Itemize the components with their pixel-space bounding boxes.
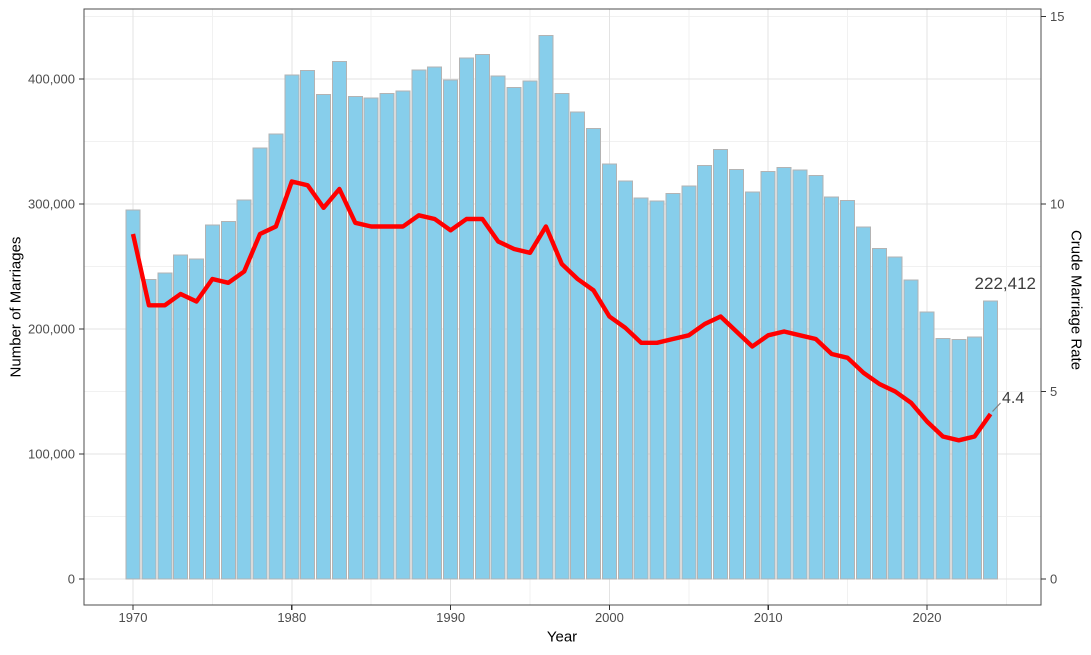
bar [395,90,411,580]
x-axis-tick-label: 1980 [277,610,306,625]
x-axis-tick-label: 1990 [436,610,465,625]
bar [538,34,554,580]
right-axis-tick-label: 10 [1050,197,1064,212]
x-axis-tick-label: 2020 [913,610,942,625]
annotation-marriages-2024: 222,412 [974,274,1036,293]
bar [951,338,967,580]
bar [855,226,871,580]
bar [808,174,824,580]
left-axis-tick-label: 400,000 [28,72,75,87]
bar [252,147,268,580]
bar [474,53,490,580]
bar [792,169,808,580]
x-axis-tick-label: 2010 [754,610,783,625]
x-axis-tick-label: 2000 [595,610,624,625]
bar [363,97,379,580]
bar [411,69,427,580]
bar [586,127,602,580]
bar [744,191,760,580]
bar [458,57,474,580]
left-axis-tick-label: 300,000 [28,197,75,212]
bar [220,221,236,580]
bar [300,70,316,580]
right-axis-tick-label: 5 [1050,384,1057,399]
bar [173,254,189,580]
bar [983,300,999,580]
bar [617,180,633,580]
bar [379,92,395,580]
bar [347,96,363,580]
left-axis-title: Number of Marriages [7,236,25,378]
bar [919,311,935,580]
rate-line [130,179,993,443]
bar [268,133,284,580]
bar [935,337,951,580]
annotation-rate-2024: 4.4 [1002,390,1025,407]
x-axis-title: Year [546,628,578,646]
bar [776,167,792,580]
bar [331,61,347,580]
bar [713,149,729,580]
bar [903,279,919,580]
bar [697,165,713,580]
x-axis-tick-label: 1970 [119,610,148,625]
left-axis-tick-label: 0 [68,572,75,587]
right-axis-tick-label: 0 [1050,572,1057,587]
annotation-leader-line [992,402,1001,412]
bar [824,196,840,580]
bar [633,197,649,580]
rate-line-series [130,179,993,443]
axis-ticks [79,15,1046,610]
bar [840,199,856,580]
bar [157,272,173,580]
bar [506,87,522,580]
bar [204,224,220,580]
bar [236,199,252,580]
bar [760,170,776,580]
left-axis-tick-label: 100,000 [28,447,75,462]
bar [443,79,459,580]
marriages-bar-series [125,34,999,580]
bar [601,163,617,580]
bar [490,75,506,580]
bar [284,74,300,580]
bar [316,94,332,580]
bar [125,209,141,580]
bar [189,258,205,580]
bar [681,185,697,580]
bar [887,256,903,580]
bar [728,168,744,580]
bar [141,279,157,580]
bar [871,247,887,580]
bar [967,336,983,580]
bar [522,80,538,580]
right-axis-tick-label: 15 [1050,9,1064,24]
bar [665,192,681,580]
bar [649,200,665,580]
left-axis-tick-label: 200,000 [28,322,75,337]
bar [427,66,443,580]
bar [554,92,570,580]
right-axis-title: Crude Marriage Rate [1067,229,1085,371]
bar [570,111,586,580]
axis-tick-labels: 0 100,000 200,000 300,000 400,000 0 5 10 15 1970 1… [28,9,1064,625]
panel-border [83,8,1042,606]
